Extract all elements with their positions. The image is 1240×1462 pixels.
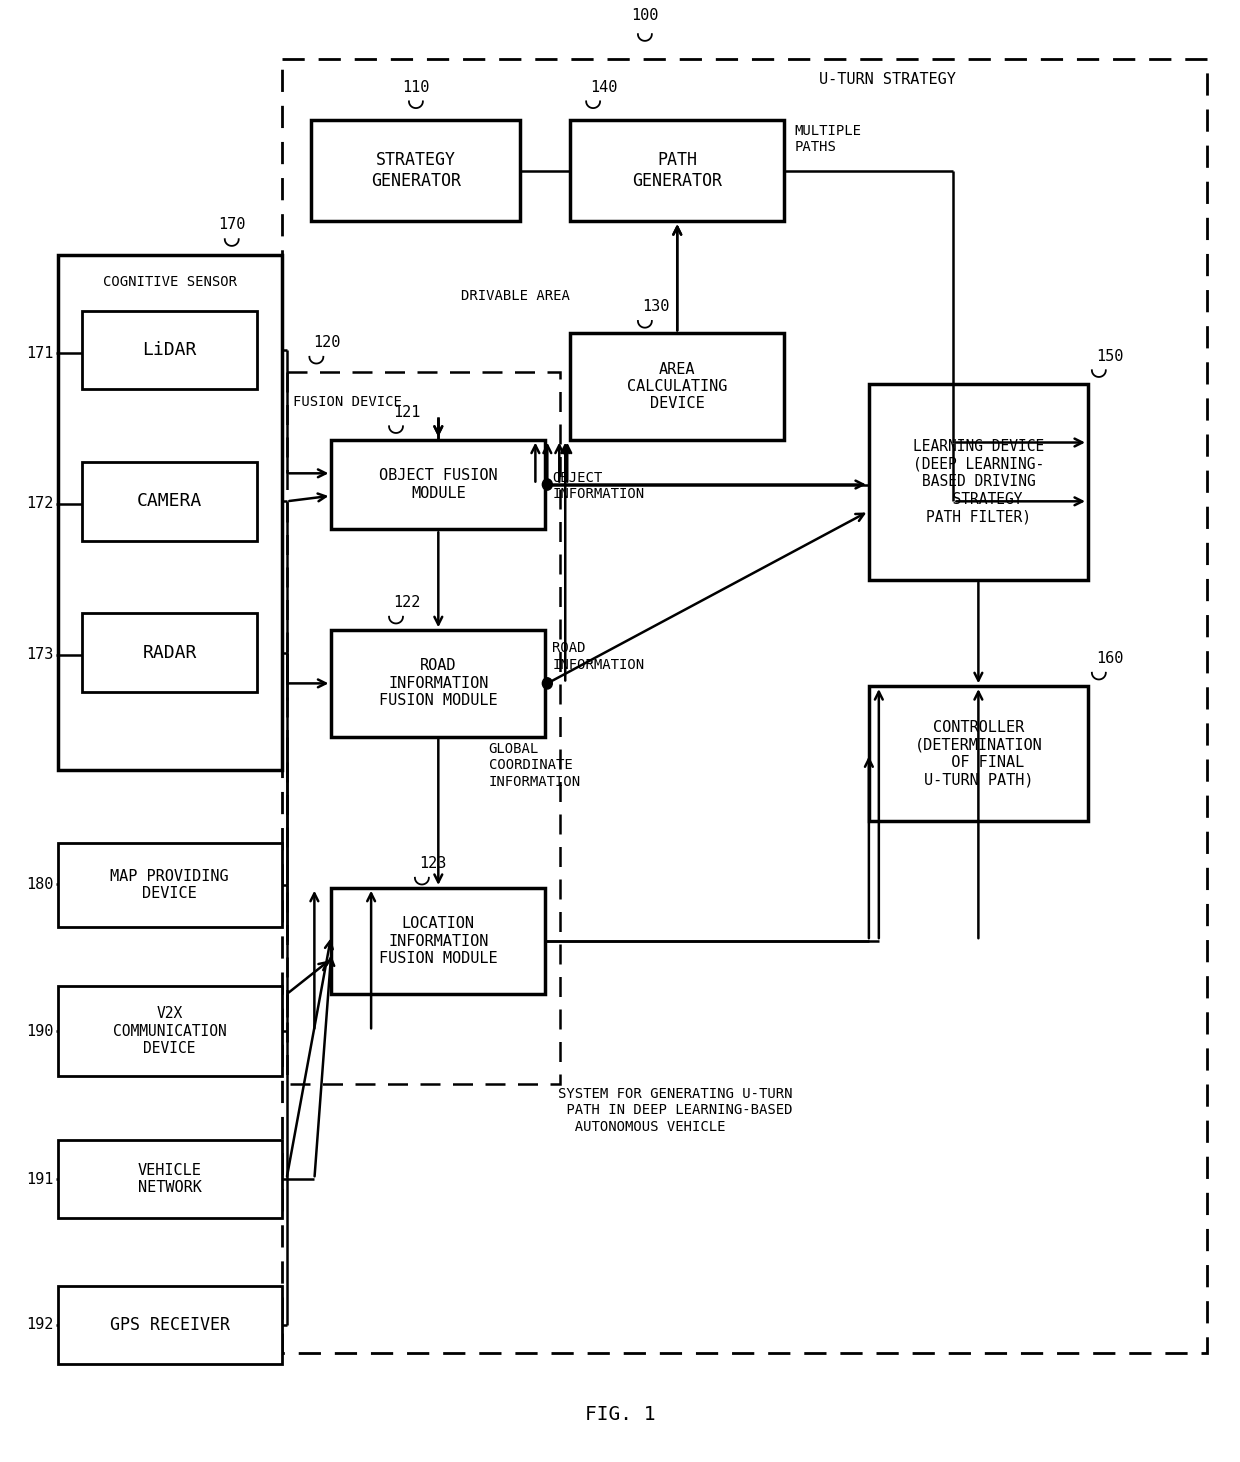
Text: U-TURN STRATEGY: U-TURN STRATEGY xyxy=(820,72,956,86)
Bar xyxy=(331,630,546,737)
Text: 110: 110 xyxy=(402,79,429,95)
Text: 160: 160 xyxy=(1096,651,1123,667)
Bar xyxy=(331,440,546,529)
Text: AREA
CALCULATING
DEVICE: AREA CALCULATING DEVICE xyxy=(627,361,728,411)
Bar xyxy=(57,254,281,770)
Text: MAP PROVIDING
DEVICE: MAP PROVIDING DEVICE xyxy=(110,868,229,901)
Text: ROAD
INFORMATION
FUSION MODULE: ROAD INFORMATION FUSION MODULE xyxy=(379,658,497,708)
Text: CONTROLLER
(DETERMINATION
  OF FINAL
U-TURN PATH): CONTROLLER (DETERMINATION OF FINAL U-TUR… xyxy=(915,719,1043,787)
Text: 171: 171 xyxy=(26,346,53,361)
Text: OBJECT FUSION
MODULE: OBJECT FUSION MODULE xyxy=(379,468,497,500)
Bar xyxy=(82,311,257,389)
Bar xyxy=(57,844,281,927)
Circle shape xyxy=(542,678,552,689)
Bar xyxy=(331,887,546,994)
Text: 100: 100 xyxy=(631,7,658,23)
Bar xyxy=(82,614,257,692)
Text: LOCATION
INFORMATION
FUSION MODULE: LOCATION INFORMATION FUSION MODULE xyxy=(379,917,497,966)
Bar xyxy=(570,120,784,221)
Text: SYSTEM FOR GENERATING U-TURN
 PATH IN DEEP LEARNING-BASED
  AUTONOMOUS VEHICLE: SYSTEM FOR GENERATING U-TURN PATH IN DEE… xyxy=(558,1088,792,1133)
Text: 170: 170 xyxy=(218,218,246,232)
Text: STRATEGY
GENERATOR: STRATEGY GENERATOR xyxy=(371,152,461,190)
Text: 120: 120 xyxy=(314,335,341,349)
Bar xyxy=(57,1285,281,1364)
Text: 150: 150 xyxy=(1096,348,1123,364)
Text: 192: 192 xyxy=(26,1317,53,1332)
Text: COGNITIVE SENSOR: COGNITIVE SENSOR xyxy=(103,275,237,289)
Text: V2X
COMMUNICATION
DEVICE: V2X COMMUNICATION DEVICE xyxy=(113,1006,227,1056)
Text: VEHICLE
NETWORK: VEHICLE NETWORK xyxy=(138,1162,201,1196)
Text: OBJECT
INFORMATION: OBJECT INFORMATION xyxy=(552,471,645,501)
Text: 140: 140 xyxy=(590,79,618,95)
Circle shape xyxy=(542,480,552,490)
Bar xyxy=(82,462,257,541)
Bar xyxy=(570,333,784,440)
Bar xyxy=(869,686,1087,820)
Text: PATH
GENERATOR: PATH GENERATOR xyxy=(632,152,722,190)
Text: 190: 190 xyxy=(26,1023,53,1039)
Text: 121: 121 xyxy=(393,405,420,420)
Text: CAMERA: CAMERA xyxy=(136,493,202,510)
Text: LiDAR: LiDAR xyxy=(143,341,197,360)
Bar xyxy=(286,373,560,1083)
Text: DRIVABLE AREA: DRIVABLE AREA xyxy=(461,289,569,303)
Text: FUSION DEVICE: FUSION DEVICE xyxy=(294,395,402,409)
Text: 123: 123 xyxy=(419,857,446,871)
Bar xyxy=(311,120,521,221)
Text: GLOBAL
COORDINATE
INFORMATION: GLOBAL COORDINATE INFORMATION xyxy=(489,743,580,788)
Text: 191: 191 xyxy=(26,1171,53,1187)
Text: 122: 122 xyxy=(393,595,420,610)
Text: LEARNING DEVICE
(DEEP LEARNING-
BASED DRIVING
  STRATEGY
PATH FILTER): LEARNING DEVICE (DEEP LEARNING- BASED DR… xyxy=(913,440,1044,523)
Text: 173: 173 xyxy=(26,648,53,662)
Text: GPS RECEIVER: GPS RECEIVER xyxy=(109,1316,229,1333)
Text: 180: 180 xyxy=(26,877,53,892)
Bar xyxy=(57,1140,281,1218)
Text: 130: 130 xyxy=(642,300,670,314)
Text: MULTIPLE
PATHS: MULTIPLE PATHS xyxy=(794,124,862,154)
Text: RADAR: RADAR xyxy=(143,643,197,662)
Text: FIG. 1: FIG. 1 xyxy=(585,1405,655,1424)
Text: 172: 172 xyxy=(26,496,53,512)
Text: ROAD
INFORMATION: ROAD INFORMATION xyxy=(552,642,645,671)
Bar xyxy=(281,58,1208,1352)
Bar xyxy=(869,383,1087,580)
Bar xyxy=(57,987,281,1076)
